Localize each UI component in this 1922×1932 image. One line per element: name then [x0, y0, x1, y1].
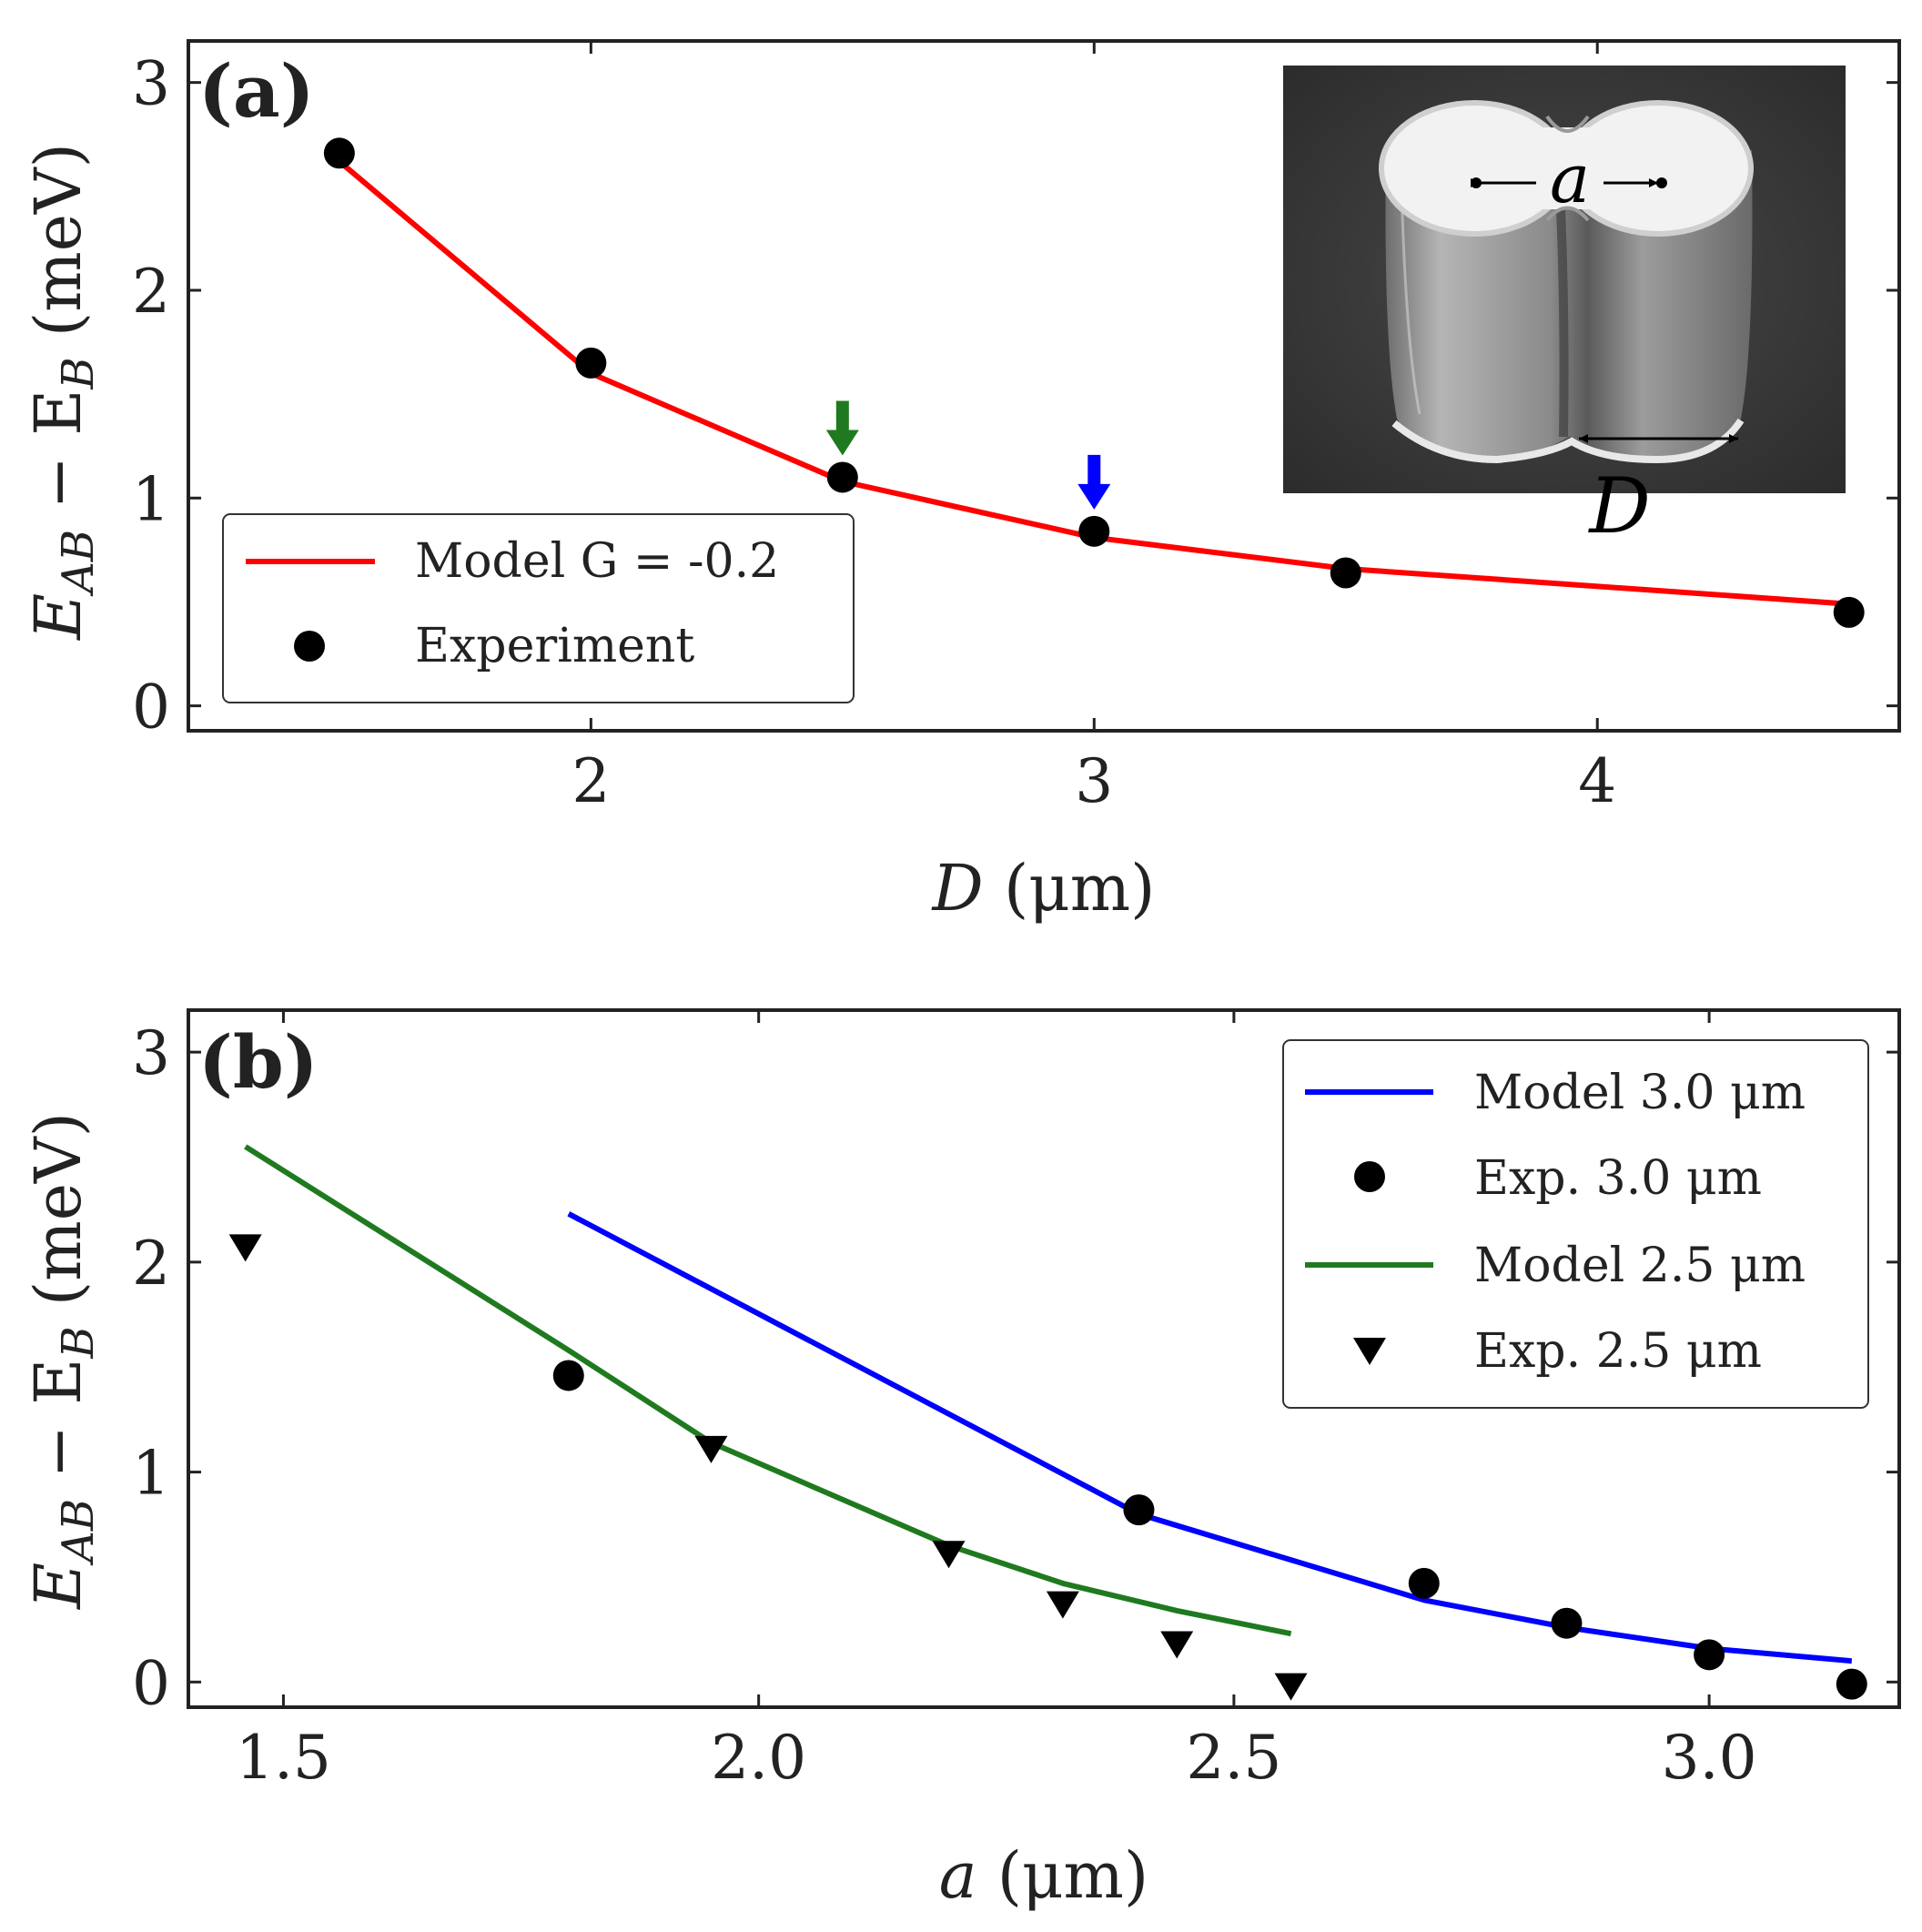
data-point-triangle — [1160, 1631, 1194, 1659]
series-line-2 — [244, 1144, 1292, 1637]
dimension-a: a — [1471, 140, 1667, 218]
series-line-0 — [567, 1211, 1853, 1664]
panel-a-points — [323, 137, 1865, 628]
data-point — [1833, 596, 1865, 628]
y-tick-label: 3 — [132, 49, 170, 119]
panel-a: 2 3 4 0 1 2 3 (a) EAB − EB (meV) D (μm) Model … — [21, 39, 1901, 926]
panel-b-plot-area — [187, 1008, 1901, 1709]
data-point-triangle — [1274, 1673, 1308, 1701]
panel-a-label: (a) — [198, 48, 315, 134]
highlight-arrow — [1077, 454, 1111, 510]
legend-exp-3-label: Exp. 3.0 μm — [1474, 1151, 1762, 1206]
panel-b-ticks: 1.5 2.0 2.5 3.0 0 1 2 3 — [132, 1010, 1899, 1793]
x-tick-label: 4 — [1578, 746, 1616, 816]
highlight-arrow — [825, 400, 859, 456]
y-tick-label: 3 — [132, 1018, 170, 1088]
y-tick-label: 2 — [132, 1229, 170, 1299]
panel-b-label: (b) — [198, 1019, 319, 1105]
data-point — [1078, 515, 1110, 547]
data-point — [1694, 1639, 1725, 1671]
x-tick-label: 3 — [1075, 746, 1113, 816]
legend-experiment-label: Experiment — [415, 619, 694, 673]
pillar-top — [1379, 100, 1754, 237]
data-point — [1330, 557, 1361, 589]
sem-inset: a D — [1283, 66, 1846, 551]
y-tick-label: 0 — [132, 1648, 170, 1718]
data-point-triangle — [932, 1541, 966, 1569]
y-tick-label: 0 — [132, 673, 170, 743]
legend-experiment-marker — [294, 631, 325, 662]
panel-a-plot-area — [187, 39, 1901, 733]
legend-model-25-label: Model 2.5 μm — [1474, 1239, 1806, 1293]
legend-model-label: Model G = -0.2 — [415, 534, 779, 589]
panel-b-points — [228, 1234, 1867, 1701]
panel-b-ylabel: EAB − EB (meV) — [21, 1112, 104, 1611]
panel-b-xlabel: a (μm) — [939, 1838, 1149, 1913]
x-tick-label: 1.5 — [236, 1723, 331, 1793]
data-point-triangle — [1046, 1591, 1079, 1619]
legend-model-3-label: Model 3.0 μm — [1474, 1066, 1806, 1120]
panel-a-xlabel: D (μm) — [931, 851, 1156, 926]
legend-exp-25-marker — [1353, 1338, 1386, 1365]
legend-box — [1282, 1039, 1869, 1409]
y-tick-label: 1 — [132, 464, 170, 534]
series-line-0 — [337, 159, 1849, 607]
panel-a-ylabel: EAB − EB (meV) — [21, 143, 104, 642]
data-point-triangle — [694, 1435, 728, 1463]
dimension-D-label: D — [1587, 461, 1650, 551]
dimension-a-label: a — [1550, 140, 1590, 218]
x-tick-label: 2.5 — [1186, 1723, 1281, 1793]
data-point — [1408, 1567, 1440, 1599]
legend-exp-25-label: Exp. 2.5 μm — [1474, 1324, 1762, 1379]
data-point — [1836, 1668, 1867, 1700]
legend-exp-3-marker — [1354, 1161, 1385, 1192]
panel-a-legend: Model G = -0.2 Experiment — [222, 513, 855, 703]
data-point — [1551, 1607, 1583, 1639]
y-tick-label: 1 — [132, 1439, 170, 1509]
panel-a-lines — [337, 159, 1849, 607]
x-tick-label: 2 — [572, 746, 610, 816]
panel-b: 1.5 2.0 2.5 3.0 0 1 2 3 (b) EAB − EB (meV) a (μ… — [21, 1008, 1901, 1913]
panel-a-ticks: 2 3 4 0 1 2 3 — [132, 41, 1899, 816]
pillar-image — [1379, 100, 1754, 464]
data-point — [826, 461, 858, 493]
data-point — [1123, 1494, 1155, 1526]
x-tick-label: 3.0 — [1662, 1723, 1757, 1793]
data-point — [552, 1360, 584, 1391]
panel-b-legend: Model 3.0 μm Exp. 3.0 μm Model 2.5 μm Ex… — [1282, 1039, 1869, 1409]
x-tick-label: 2.0 — [711, 1723, 806, 1793]
data-point — [323, 137, 355, 169]
y-tick-label: 2 — [132, 257, 170, 327]
legend-box — [222, 513, 855, 703]
panel-a-arrows — [825, 400, 1111, 510]
data-point — [575, 347, 607, 379]
data-point-triangle — [228, 1234, 262, 1262]
dimension-D: D — [1579, 434, 1738, 551]
